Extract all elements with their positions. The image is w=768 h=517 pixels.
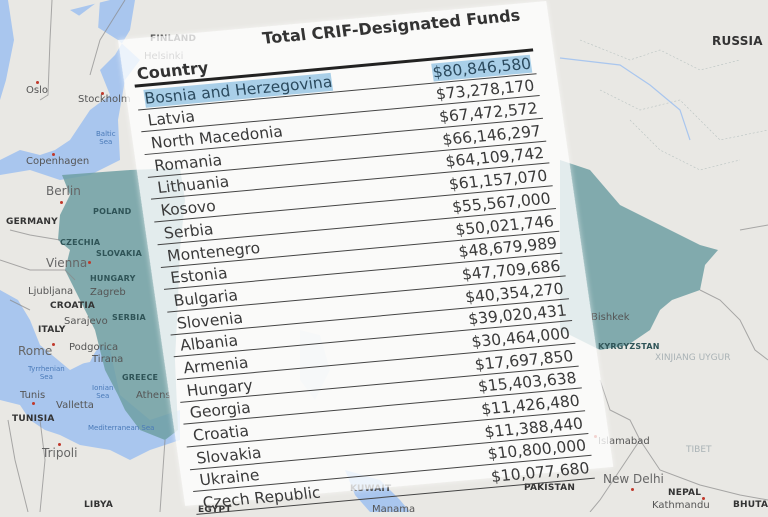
table-body: Bosnia and Herzegovina $80,846,580 Latvia $… (134, 51, 595, 515)
city-marker (32, 402, 35, 405)
city-marker (58, 443, 61, 446)
city-label: Berlin (46, 184, 81, 198)
country-label: TUNISIA (12, 414, 55, 424)
city-label: Copenhagen (26, 156, 90, 167)
country-label: SLOVAKIA (96, 249, 142, 258)
city-marker (702, 497, 705, 500)
city-label: Sarajevo (64, 316, 108, 327)
city-label: Ljubljana (28, 286, 74, 297)
city-label: Tirana (92, 354, 124, 365)
sea-label: Baltic Sea (96, 130, 116, 146)
city-label: Bishkek (591, 312, 630, 323)
city-label: Vienna (46, 256, 88, 270)
city-marker (631, 488, 634, 491)
country-label: CZECHIA (60, 238, 101, 247)
city-marker (88, 261, 91, 264)
country-cell[interactable]: Latvia (146, 107, 197, 130)
city-marker (36, 81, 39, 84)
city-label: Valletta (56, 400, 94, 411)
country-label: HUNGARY (90, 274, 136, 283)
city-label: Islamabad (598, 436, 650, 447)
country-cell[interactable]: Kosovo (159, 197, 217, 220)
country-label: PAKISTAN (524, 483, 576, 493)
sea-label: Ionian Sea (92, 384, 114, 400)
country-label: LIBYA (84, 500, 114, 510)
country-label: ITALY (38, 325, 66, 335)
city-label: Zagreb (90, 287, 126, 298)
funds-table: Total CRIF-Designated Funds Country Bosn… (118, 1, 614, 515)
country-label: TIBET (686, 445, 712, 455)
city-label: Stockholm (78, 94, 131, 105)
country-label: GREECE (122, 373, 159, 382)
country-cell[interactable]: Croatia (191, 421, 250, 445)
country-label: SERBIA (112, 313, 146, 322)
country-label: XINJIANG UYGUR (655, 353, 731, 363)
city-label: Podgorica (69, 342, 119, 353)
city-label: Oslo (26, 85, 48, 96)
country-label: EGYPT (198, 505, 232, 515)
city-label: New Delhi (603, 472, 664, 486)
city-label: Rome (18, 344, 53, 358)
country-label: GERMANY (6, 217, 58, 227)
country-label: BHUTAN (733, 500, 768, 510)
country-cell[interactable]: Serbia (162, 220, 215, 243)
city-marker (101, 92, 104, 95)
country-label: RUSSIA (712, 34, 763, 48)
country-label: POLAND (93, 207, 132, 216)
city-marker (60, 201, 63, 204)
city-marker (52, 343, 55, 346)
sea-label: Tyrrhenian Sea (28, 365, 65, 381)
city-label: Manama (372, 504, 416, 515)
country-label: KUWAIT (350, 484, 392, 494)
country-label: CROATIA (50, 301, 96, 311)
sea-label: Mediterranean Sea (88, 424, 155, 432)
city-label: Tunis (20, 390, 46, 401)
city-marker (52, 153, 55, 156)
city-label: Athens (136, 390, 171, 401)
country-label: NEPAL (668, 488, 702, 498)
country-label: KYRGYZSTAN (598, 342, 660, 351)
city-label: Kathmandu (652, 500, 710, 511)
city-label: Tripoli (42, 446, 78, 460)
country-cell[interactable]: Estonia (169, 264, 229, 288)
